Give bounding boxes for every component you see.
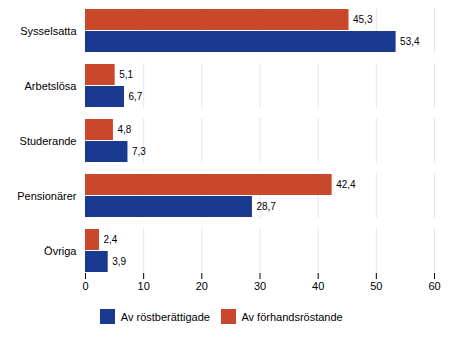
svg-text:10: 10 bbox=[138, 280, 150, 292]
html-text:Av förhandsröstande: Av förhandsröstande bbox=[241, 310, 343, 323]
svg-text:Övriga: Övriga bbox=[44, 245, 77, 257]
svg-text:28,7: 28,7 bbox=[256, 201, 276, 212]
svg-text:40: 40 bbox=[312, 280, 324, 292]
html-text:Av röstberättigade: Av röstberättigade bbox=[120, 310, 210, 323]
svg-text:42,4: 42,4 bbox=[336, 179, 356, 190]
svg-text:5,1: 5,1 bbox=[119, 69, 133, 80]
svg-text:7,3: 7,3 bbox=[132, 146, 146, 157]
svg-text:Studerande: Studerande bbox=[20, 135, 77, 147]
svg-text:Sysselsatta: Sysselsatta bbox=[20, 25, 77, 37]
svg-text:0: 0 bbox=[82, 280, 88, 292]
svg-text:30: 30 bbox=[254, 280, 266, 292]
svg-text:Pensionärer: Pensionärer bbox=[17, 190, 77, 202]
svg-text:2,4: 2,4 bbox=[103, 234, 117, 245]
svg-text:6,7: 6,7 bbox=[128, 91, 142, 102]
svg-text:53,4: 53,4 bbox=[400, 36, 420, 47]
svg-text:4,8: 4,8 bbox=[117, 124, 131, 135]
svg-text:60: 60 bbox=[428, 280, 440, 292]
svg-text:20: 20 bbox=[196, 280, 208, 292]
svg-text:3,9: 3,9 bbox=[112, 256, 126, 267]
svg-text:Arbetslösa: Arbetslösa bbox=[25, 80, 78, 92]
svg-text:45,3: 45,3 bbox=[353, 14, 373, 25]
svg-text:50: 50 bbox=[370, 280, 382, 292]
